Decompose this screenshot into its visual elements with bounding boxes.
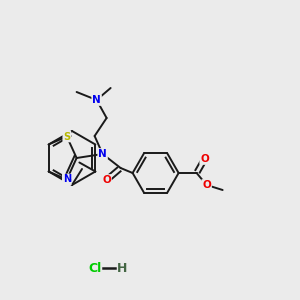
Text: N: N <box>92 95 101 105</box>
Text: N: N <box>98 149 107 159</box>
Text: N: N <box>63 175 71 184</box>
Text: O: O <box>102 175 111 185</box>
Text: H: H <box>117 262 127 275</box>
Text: Cl: Cl <box>88 262 102 275</box>
Text: S: S <box>63 131 70 142</box>
Text: O: O <box>200 154 209 164</box>
Text: O: O <box>202 180 211 190</box>
